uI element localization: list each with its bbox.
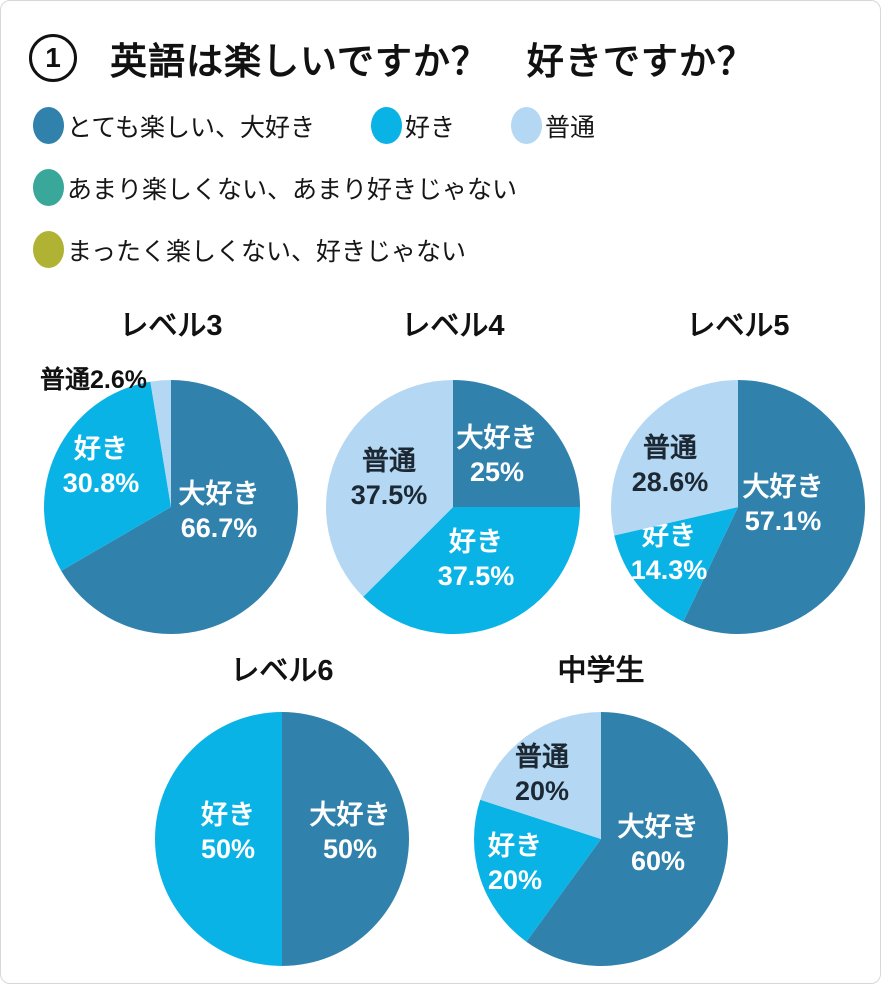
legend-swatch-icon (33, 231, 64, 268)
legend-item-futsuu: 普通 (511, 107, 595, 144)
slice-name-label: 好き (448, 527, 503, 557)
slice-percent-label: 30.8% (63, 468, 140, 498)
pie-figure-level5: レベル5 大好き 57.1% 好き 14.3% 普通 28.6% (603, 306, 873, 634)
slice-name-label: 大好き (457, 423, 538, 453)
legend-swatch-icon (33, 169, 64, 206)
slice-percent-label: 20% (488, 865, 542, 895)
slice-percent-label: 28.6% (632, 467, 709, 497)
legend-row: まったく楽しくない、好きじゃない (33, 231, 595, 268)
slice-name-label: 好き (73, 434, 128, 464)
question-number: 1 (45, 42, 61, 73)
pie-figure-level3: レベル3 普通2.6% 大好き 66.7% 好き 30.8% (36, 306, 306, 634)
pie-slice-daisuki (61, 380, 298, 634)
slice-percent-label: 20% (515, 776, 569, 806)
pie-svg-junior-high: 大好き 60% 好き 20% 普通 20% (474, 712, 728, 966)
legend-swatch-icon (33, 107, 64, 144)
slice-percent-label: 37.5% (438, 561, 515, 591)
legend-label: とても楽しい、大好き (67, 113, 316, 142)
legend-label: 普通 (545, 113, 596, 142)
legend-item-amari: あまり楽しくない、あまり好きじゃない (33, 169, 517, 206)
pie-svg-level6: 大好き 50% 好き 50% (155, 712, 409, 966)
pie-title-level3: レベル3 (119, 310, 223, 342)
slice-name-label: 好き (487, 831, 542, 861)
pie-slice-futsuu (326, 380, 453, 597)
page-title: 英語は楽しいですか？ 好きですか？ (110, 41, 755, 82)
slice-name-label: 普通 (643, 432, 697, 463)
pie-title-junior-high: 中学生 (557, 655, 645, 687)
outside-slice-label: 普通2.6% (40, 366, 147, 394)
slice-percent-label: 14.3% (631, 555, 708, 585)
pie-svg-level3: 大好き 66.7% 好き 30.8% (44, 380, 298, 634)
pie-slice-futsuu (480, 712, 601, 839)
slice-name-label: 大好き (618, 812, 699, 842)
pie-slice-suki (155, 712, 282, 966)
slice-name-label: 大好き (179, 479, 260, 509)
pie-slice-suki (614, 507, 738, 622)
pie-figure-junior-high: 中学生大好き 60% 好き 20% 普通 20% (466, 651, 736, 966)
legend-swatch-icon (511, 107, 543, 144)
slice-name-label: 大好き (310, 800, 391, 830)
pie-slice-daisuki (453, 380, 580, 507)
pie-slice-suki (474, 799, 601, 942)
legend-item-mattaku: まったく楽しくない、好きじゃない (33, 231, 466, 268)
slice-name-label: 普通 (362, 445, 416, 476)
pie-svg-level4: 大好き 25% 好き 37.5% 普通 37.5% (326, 380, 580, 634)
slice-name-label: 好き (200, 800, 255, 830)
pie-slice-suki (363, 507, 580, 634)
slice-percent-label: 25% (470, 457, 524, 487)
page-header: 1 英語は楽しいですか？ 好きですか？ (29, 31, 755, 85)
pie-slice-daisuki (282, 712, 409, 966)
legend-item-suki: 好き (371, 107, 455, 144)
pie-figure-level4: レベル4 大好き 25% 好き 37.5% 普通 37.5% (318, 306, 588, 634)
slice-percent-label: 60% (631, 846, 685, 876)
legend-swatch-icon (371, 107, 403, 144)
slice-percent-label: 50% (201, 834, 255, 864)
slice-percent-label: 57.1% (745, 506, 822, 536)
legend-label: あまり楽しくない、あまり好きじゃない (67, 175, 518, 204)
legend: とても楽しい、大好き 好き 普通あまり楽しくない、あまり好きじゃない まったく楽しくな… (33, 107, 595, 293)
slice-percent-label: 37.5% (351, 480, 428, 510)
legend-label: 好き (405, 113, 456, 142)
pie-title-level4: レベル4 (401, 310, 505, 342)
legend-label: まったく楽しくない、好きじゃない (67, 237, 467, 266)
pie-slice-daisuki (683, 380, 865, 634)
pie-slice-futsuu (611, 380, 738, 536)
pie-slice-suki (44, 381, 171, 571)
pie-title-level6: レベル6 (230, 655, 334, 687)
legend-item-daisuki: とても楽しい、大好き (33, 107, 315, 144)
pie-title-level5: レベル5 (686, 310, 790, 342)
slice-percent-label: 66.7% (181, 513, 258, 543)
pie-figure-level6: レベル6 大好き 50% 好き 50% (147, 651, 417, 966)
legend-row: あまり楽しくない、あまり好きじゃない (33, 169, 595, 206)
slice-name-label: 大好き (743, 472, 824, 502)
pie-slice-futsuu (150, 380, 171, 507)
pie-slice-daisuki (526, 712, 728, 966)
legend-row: とても楽しい、大好き 好き 普通 (33, 107, 595, 144)
circled-number-icon: 1 (29, 34, 77, 82)
slice-name-label: 普通 (515, 741, 569, 772)
slice-percent-label: 50% (323, 834, 377, 864)
